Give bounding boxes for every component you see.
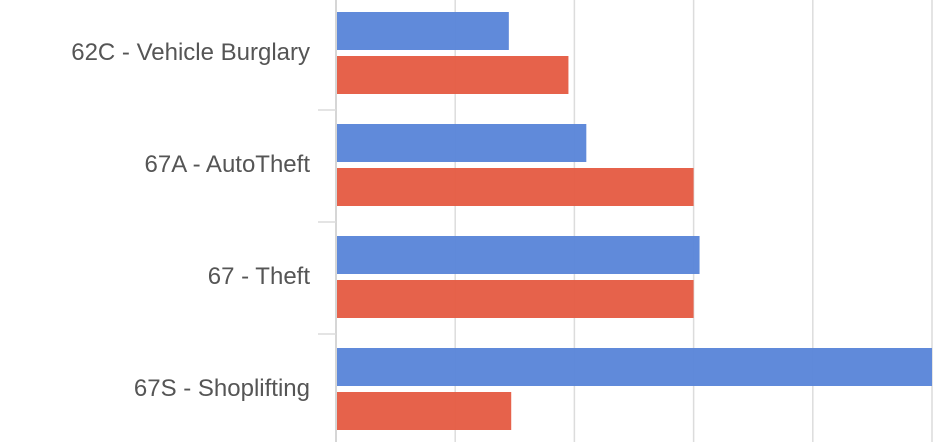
category-label: 67A - AutoTheft bbox=[145, 151, 311, 178]
bar-series-2-1[interactable] bbox=[337, 56, 569, 94]
bar-series-2-4[interactable] bbox=[337, 392, 512, 430]
bar-series-2-3[interactable] bbox=[337, 280, 694, 318]
bar-series-1-1[interactable] bbox=[337, 12, 509, 50]
bar-series-1-3[interactable] bbox=[337, 236, 700, 274]
category-labels: 62C - Vehicle Burglary 67A - AutoTheft 67 … bbox=[71, 39, 310, 402]
bar-series-1-4[interactable] bbox=[337, 348, 932, 386]
bar-series-2-2[interactable] bbox=[337, 168, 694, 206]
category-label: 67 - Theft bbox=[208, 263, 311, 290]
bars bbox=[337, 12, 932, 430]
category-label: 62C - Vehicle Burglary bbox=[71, 39, 310, 66]
bar-series-1-2[interactable] bbox=[337, 124, 587, 162]
category-label: 67S - Shoplifting bbox=[134, 375, 310, 402]
